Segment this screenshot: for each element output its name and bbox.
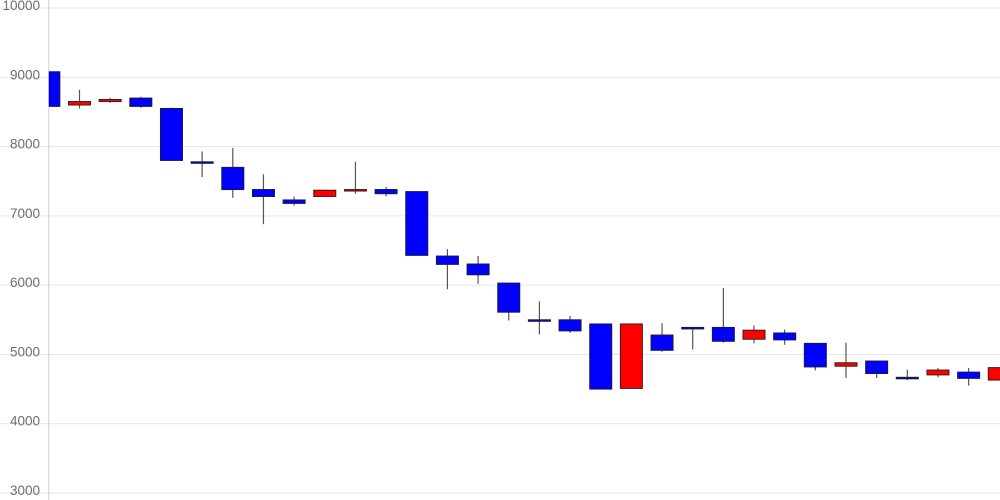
svg-text:3000: 3000 [10,483,40,498]
svg-text:10000: 10000 [2,0,40,13]
svg-text:7000: 7000 [10,206,40,221]
svg-text:5000: 5000 [10,344,40,359]
svg-text:6000: 6000 [10,275,40,290]
svg-text:9000: 9000 [10,67,40,82]
svg-text:8000: 8000 [10,137,40,152]
svg-text:4000: 4000 [10,414,40,429]
